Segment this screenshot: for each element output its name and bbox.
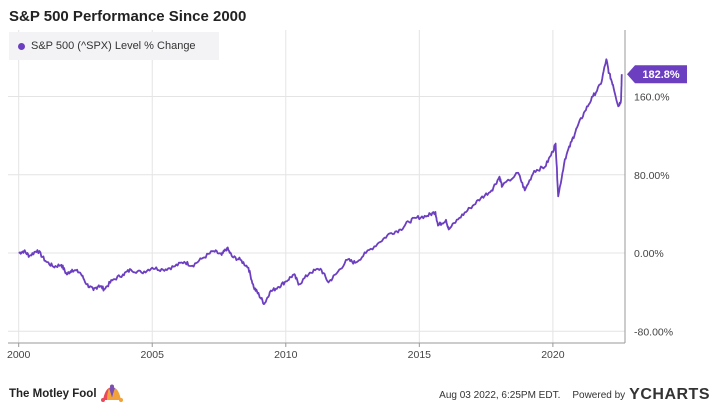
last-value-label-group: 182.8% — [627, 65, 687, 84]
ycharts-logo-text: CHARTS — [640, 386, 710, 403]
x-tick-label: 2000 — [7, 349, 31, 361]
x-tick-label: 2005 — [141, 349, 165, 361]
x-tick-label: 2010 — [274, 349, 298, 361]
timestamp: Aug 03 2022, 6:25PM EDT. — [439, 389, 561, 401]
series-line — [18, 58, 623, 305]
powered-by-label: Powered by — [572, 389, 626, 401]
legend[interactable]: S&P 500 (^SPX) Level % Change — [9, 32, 219, 60]
footer-right: Aug 03 2022, 6:25PM EDT. Powered by YCHA… — [439, 385, 710, 405]
legend-label: S&P 500 (^SPX) Level % Change — [31, 40, 196, 52]
last-value-label: 182.8% — [642, 69, 680, 81]
y-tick-label: 80.00% — [634, 170, 670, 182]
legend-swatch-icon — [18, 42, 25, 50]
motley-fool-brand[interactable]: The Motley Fool — [9, 383, 123, 405]
jester-hat-icon — [100, 384, 123, 402]
chart-grid — [8, 30, 625, 343]
x-tick-label: 2020 — [541, 349, 565, 361]
y-tick-label: 0.00% — [634, 248, 664, 260]
chart-title: S&P 500 Performance Since 2000 — [9, 8, 247, 25]
y-axis: 160.0% 80.00% 0.00% -80.00% — [624, 30, 673, 343]
last-value-tag — [627, 65, 687, 84]
ycharts-logo[interactable]: YCHARTS — [629, 386, 710, 404]
ycharts-logo-y: Y — [629, 386, 641, 403]
y-tick-label: -80.00% — [634, 326, 673, 338]
x-tick-label: 2015 — [408, 349, 432, 361]
brand-name: The Motley Fool — [9, 388, 97, 400]
series-layer — [18, 58, 623, 305]
x-axis: 2000 2005 2010 2015 2020 — [7, 342, 625, 361]
y-tick-label: 160.0% — [634, 92, 670, 104]
